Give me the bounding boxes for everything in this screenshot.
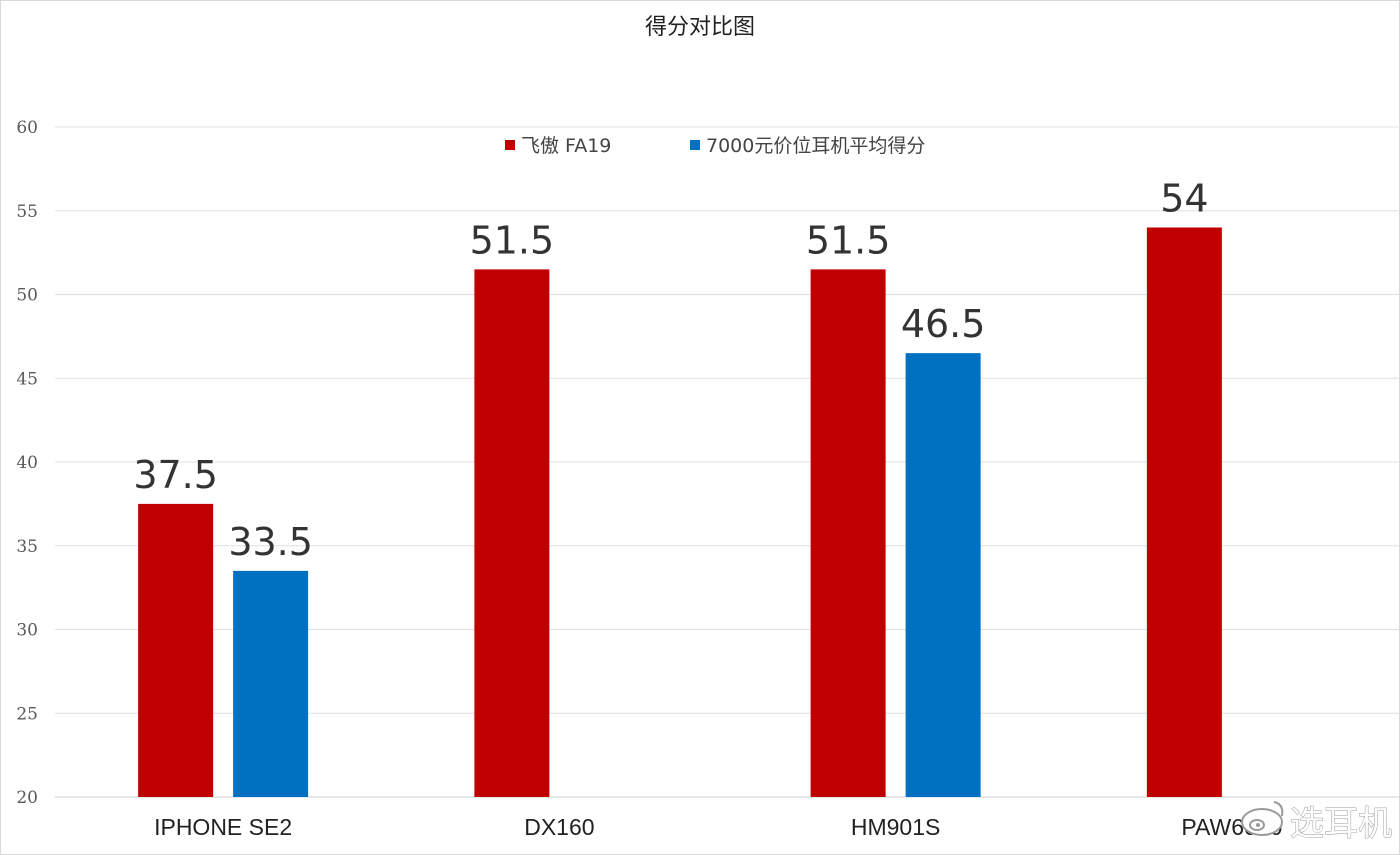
y-tick-label: 40 <box>16 453 38 473</box>
data-label: 33.5 <box>228 520 313 564</box>
data-label: 37.5 <box>133 453 218 497</box>
y-tick-label: 20 <box>16 788 38 808</box>
y-tick-label: 35 <box>16 537 38 557</box>
legend-item: 7000元价位耳机平均得分 <box>690 135 925 157</box>
legend-label: 7000元价位耳机平均得分 <box>706 135 925 157</box>
y-tick-label: 45 <box>16 369 38 389</box>
x-tick-label: DX160 <box>524 814 594 840</box>
legend-swatch <box>690 140 700 150</box>
legend-item: 飞傲 FA19 <box>505 135 611 157</box>
bar <box>474 269 550 797</box>
y-axis: 20 25 30 35 40 45 50 55 60 <box>16 118 38 808</box>
bar <box>233 570 309 797</box>
y-tick-label: 55 <box>16 202 38 222</box>
x-tick-label: HM901S <box>851 814 940 840</box>
bars: 37.533.551.5 51.546.554 <box>133 177 1222 797</box>
bar <box>810 269 886 797</box>
x-tick-label: IPHONE SE2 <box>154 814 292 840</box>
bar <box>1146 227 1222 797</box>
data-label: 54 <box>1160 177 1208 221</box>
y-tick-label: 50 <box>16 286 38 306</box>
y-tick-label: 60 <box>16 118 38 138</box>
legend-label: 飞傲 FA19 <box>521 135 611 157</box>
bar <box>905 353 981 797</box>
legend: 飞傲 FA19 7000元价位耳机平均得分 <box>505 135 925 157</box>
y-tick-label: 30 <box>16 621 38 641</box>
watermark: 选耳机 <box>1241 801 1393 845</box>
data-label: 46.5 <box>901 302 986 346</box>
weibo-icon <box>1241 801 1284 836</box>
watermark-text: 选耳机 <box>1290 804 1392 844</box>
legend-swatch <box>505 140 515 150</box>
x-axis: IPHONE SE2 DX160 HM901S PAW6000 <box>154 814 1282 840</box>
y-tick-label: 25 <box>16 704 38 724</box>
chart-title: 得分对比图 <box>645 15 755 40</box>
bar <box>138 503 214 797</box>
data-label: 51.5 <box>470 218 555 262</box>
data-label: 51.5 <box>806 218 891 262</box>
